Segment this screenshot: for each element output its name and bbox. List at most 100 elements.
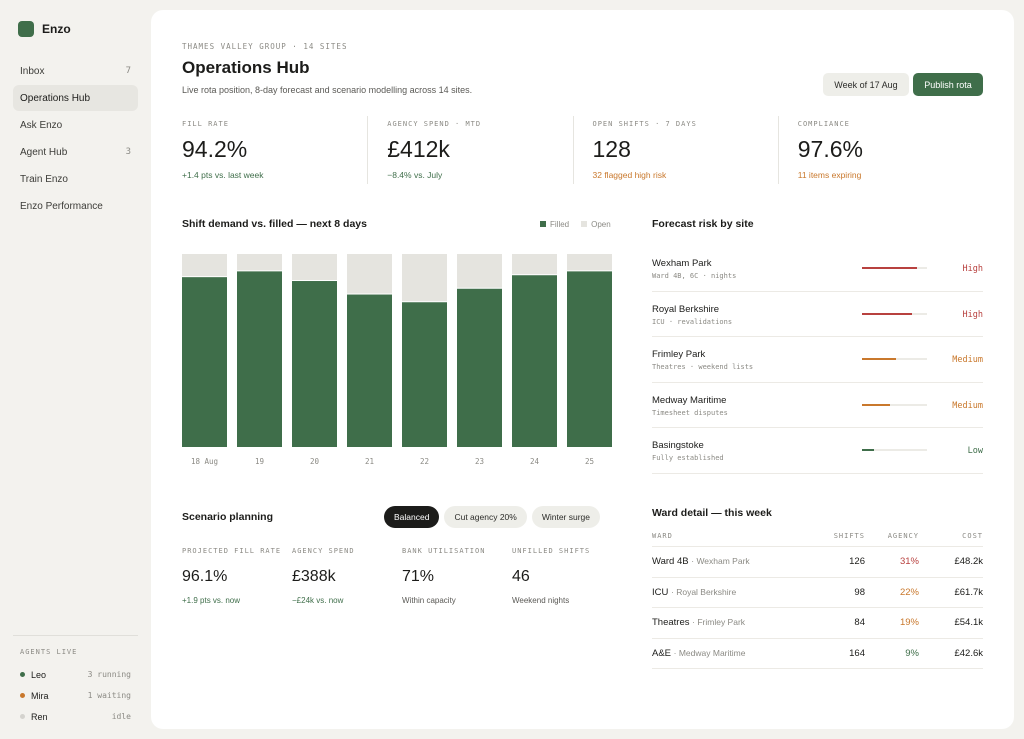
publish-rota-button[interactable]: Publish rota (913, 73, 983, 96)
column-header-agency[interactable]: AGENCY (887, 532, 919, 540)
risk-row-wexham-park[interactable]: Wexham Park Ward 4B, 6C · nights High (652, 246, 983, 292)
risk-bar-track (862, 403, 927, 406)
agent-row-mira[interactable]: Mira 1 waiting (13, 685, 138, 706)
risk-bar-fill (862, 358, 896, 360)
legend-item-open: Open (581, 220, 611, 229)
risk-bar-fill (862, 449, 874, 451)
agent-row-ren[interactable]: Ren idle (13, 706, 138, 727)
scenario-metric-label: PROJECTED FILL RATE (182, 547, 282, 555)
agency-cell: 19% (899, 617, 919, 629)
scenario-tabs: Balanced Cut agency 20% Winter surge (384, 506, 601, 528)
sidebar-item-ask-enzo[interactable]: Ask Enzo (13, 112, 138, 138)
table-row[interactable]: ICU · Royal Berkshire 98 22% £61.7k (652, 578, 983, 608)
risk-site-name: Medway Maritime (652, 394, 727, 406)
agents-live-panel: AGENTS LIVE Leo 3 running Mira 1 waiting… (13, 635, 138, 727)
page-title: Operations Hub (182, 58, 310, 77)
shifts-cell: 84 (854, 617, 865, 629)
kpi-value: 128 (592, 136, 631, 162)
scenario-metric-label: UNFILLED SHIFTS (512, 547, 591, 555)
scenario-metric-note: +1.9 pts vs. now (182, 596, 241, 605)
risk-site-detail: Fully established (652, 454, 724, 462)
shift-demand-chart: 18 Aug 19 20 21 22 23 24 25 (182, 254, 612, 466)
column-header-shifts[interactable]: SHIFTS (833, 532, 865, 540)
cost-cell: £48.2k (954, 556, 983, 568)
tab-balanced[interactable]: Balanced (384, 506, 440, 528)
risk-row-medway-maritime[interactable]: Medway Maritime Timesheet disputes Mediu… (652, 383, 983, 428)
table-header: WARD SHIFTS AGENCY COST (652, 526, 983, 547)
bar-filled-6 (512, 275, 557, 447)
x-tick-label-1: 19 (255, 457, 264, 466)
bar-open-2 (292, 254, 337, 281)
scenario-metric-fill-rate: PROJECTED FILL RATE 96.1% +1.9 pts vs. n… (182, 546, 292, 605)
ward-name: Ward 4B (652, 556, 689, 568)
sidebar: Enzo Inbox 7 Operations Hub Ask Enzo Age… (0, 0, 151, 739)
table-row[interactable]: Theatres · Frimley Park 84 19% £54.1k (652, 608, 983, 639)
sidebar-item-agent-hub[interactable]: Agent Hub 3 (13, 139, 138, 165)
brand[interactable]: Enzo (18, 21, 71, 37)
sidebar-item-label: Enzo Performance (20, 200, 103, 212)
risk-row-royal-berkshire[interactable]: Royal Berkshire ICU · revalidations High (652, 292, 983, 337)
agents-live-title: AGENTS LIVE (20, 648, 78, 656)
column-header-cost[interactable]: COST (962, 532, 983, 540)
risk-bar-track (862, 312, 927, 315)
chart-title: Shift demand vs. filled — next 8 days (182, 218, 367, 230)
kpi-delta: −8.4% vs. July (387, 170, 443, 180)
scenario-metric-note: −£24k vs. now (292, 596, 344, 605)
bar-open-7 (567, 254, 612, 271)
risk-site-detail: Timesheet disputes (652, 408, 728, 417)
table-row[interactable]: Ward 4B · Wexham Park 126 31% £48.2k (652, 547, 983, 578)
tab-cut-agency[interactable]: Cut agency 20% (444, 506, 527, 528)
sidebar-item-label: Inbox (20, 65, 45, 77)
cost-cell: £42.6k (954, 647, 983, 659)
kpi-label: OPEN SHIFTS · 7 DAYS (592, 120, 697, 128)
agent-status: 1 waiting (87, 691, 131, 700)
risk-level: Low (967, 446, 983, 456)
scenario-metric-value: 71% (402, 568, 435, 585)
legend-label-filled: Filled (550, 220, 570, 229)
risk-row-frimley-park[interactable]: Frimley Park Theatres · weekend lists Me… (652, 337, 983, 383)
table-row[interactable]: A&E · Medway Maritime 164 9% £42.6k (652, 639, 983, 669)
agency-cell: 31% (899, 556, 919, 568)
risk-list: Wexham Park Ward 4B, 6C · nights High Ro… (652, 246, 983, 474)
scenario-metric-agency-spend: AGENCY SPEND £388k −£24k vs. now (292, 546, 402, 605)
kpi-delta: 11 items expiring (797, 170, 862, 180)
risk-level: High (962, 309, 983, 320)
legend-swatch-open (581, 221, 588, 227)
sidebar-item-enzo-performance[interactable]: Enzo Performance (13, 193, 138, 219)
risk-site-name: Frimley Park (652, 349, 706, 360)
kpi-value: 94.2% (182, 136, 248, 162)
chart-legend: Filled Open (540, 220, 611, 229)
agent-row-leo[interactable]: Leo 3 running (13, 664, 138, 685)
risk-bar-track (862, 358, 927, 360)
ward-site: · Medway Maritime (673, 647, 746, 658)
sidebar-item-operations-hub[interactable]: Operations Hub (13, 85, 138, 111)
column-header-ward[interactable]: WARD (652, 532, 673, 540)
page-subtitle: Live rota position, 8-day forecast and s… (182, 85, 473, 95)
bar-open-3 (347, 254, 392, 294)
risk-row-basingstoke[interactable]: Basingstoke Fully established Low (652, 428, 983, 474)
sidebar-item-count: 3 (125, 147, 131, 157)
risk-bar-track (862, 449, 927, 451)
kpi-agency-spend: AGENCY SPEND · MTD £412k −8.4% vs. July (367, 116, 572, 184)
sidebar-item-inbox[interactable]: Inbox 7 (13, 58, 138, 84)
week-selector-button[interactable]: Week of 17 Aug (823, 73, 909, 96)
brand-name: Enzo (42, 22, 71, 36)
ward-site: · Royal Berkshire (671, 586, 737, 597)
bar-filled-3 (347, 294, 392, 447)
tab-winter-surge[interactable]: Winter surge (531, 506, 601, 528)
main-panel: THAMES VALLEY GROUP · 14 SITES Operation… (151, 10, 1014, 729)
enzo-logo-icon (18, 21, 34, 37)
shifts-cell: 98 (854, 586, 865, 598)
agent-name: Leo (31, 669, 47, 680)
x-tick-label-0: 18 Aug (191, 457, 218, 466)
sidebar-item-train-enzo[interactable]: Train Enzo (13, 166, 138, 192)
scenario-title: Scenario planning (182, 511, 274, 523)
bar-filled-2 (292, 281, 337, 447)
ward-cell: A&E · Medway Maritime (652, 648, 805, 659)
sidebar-nav: Inbox 7 Operations Hub Ask Enzo Agent Hu… (13, 58, 138, 220)
shifts-cell: 164 (849, 647, 865, 659)
risk-site-detail: Theatres · weekend lists (652, 363, 754, 371)
ward-detail-table: WARD SHIFTS AGENCY COST Ward 4B · Wexham… (652, 526, 983, 669)
scenario-metric-value: 46 (512, 568, 530, 585)
legend-swatch-filled (540, 221, 546, 227)
